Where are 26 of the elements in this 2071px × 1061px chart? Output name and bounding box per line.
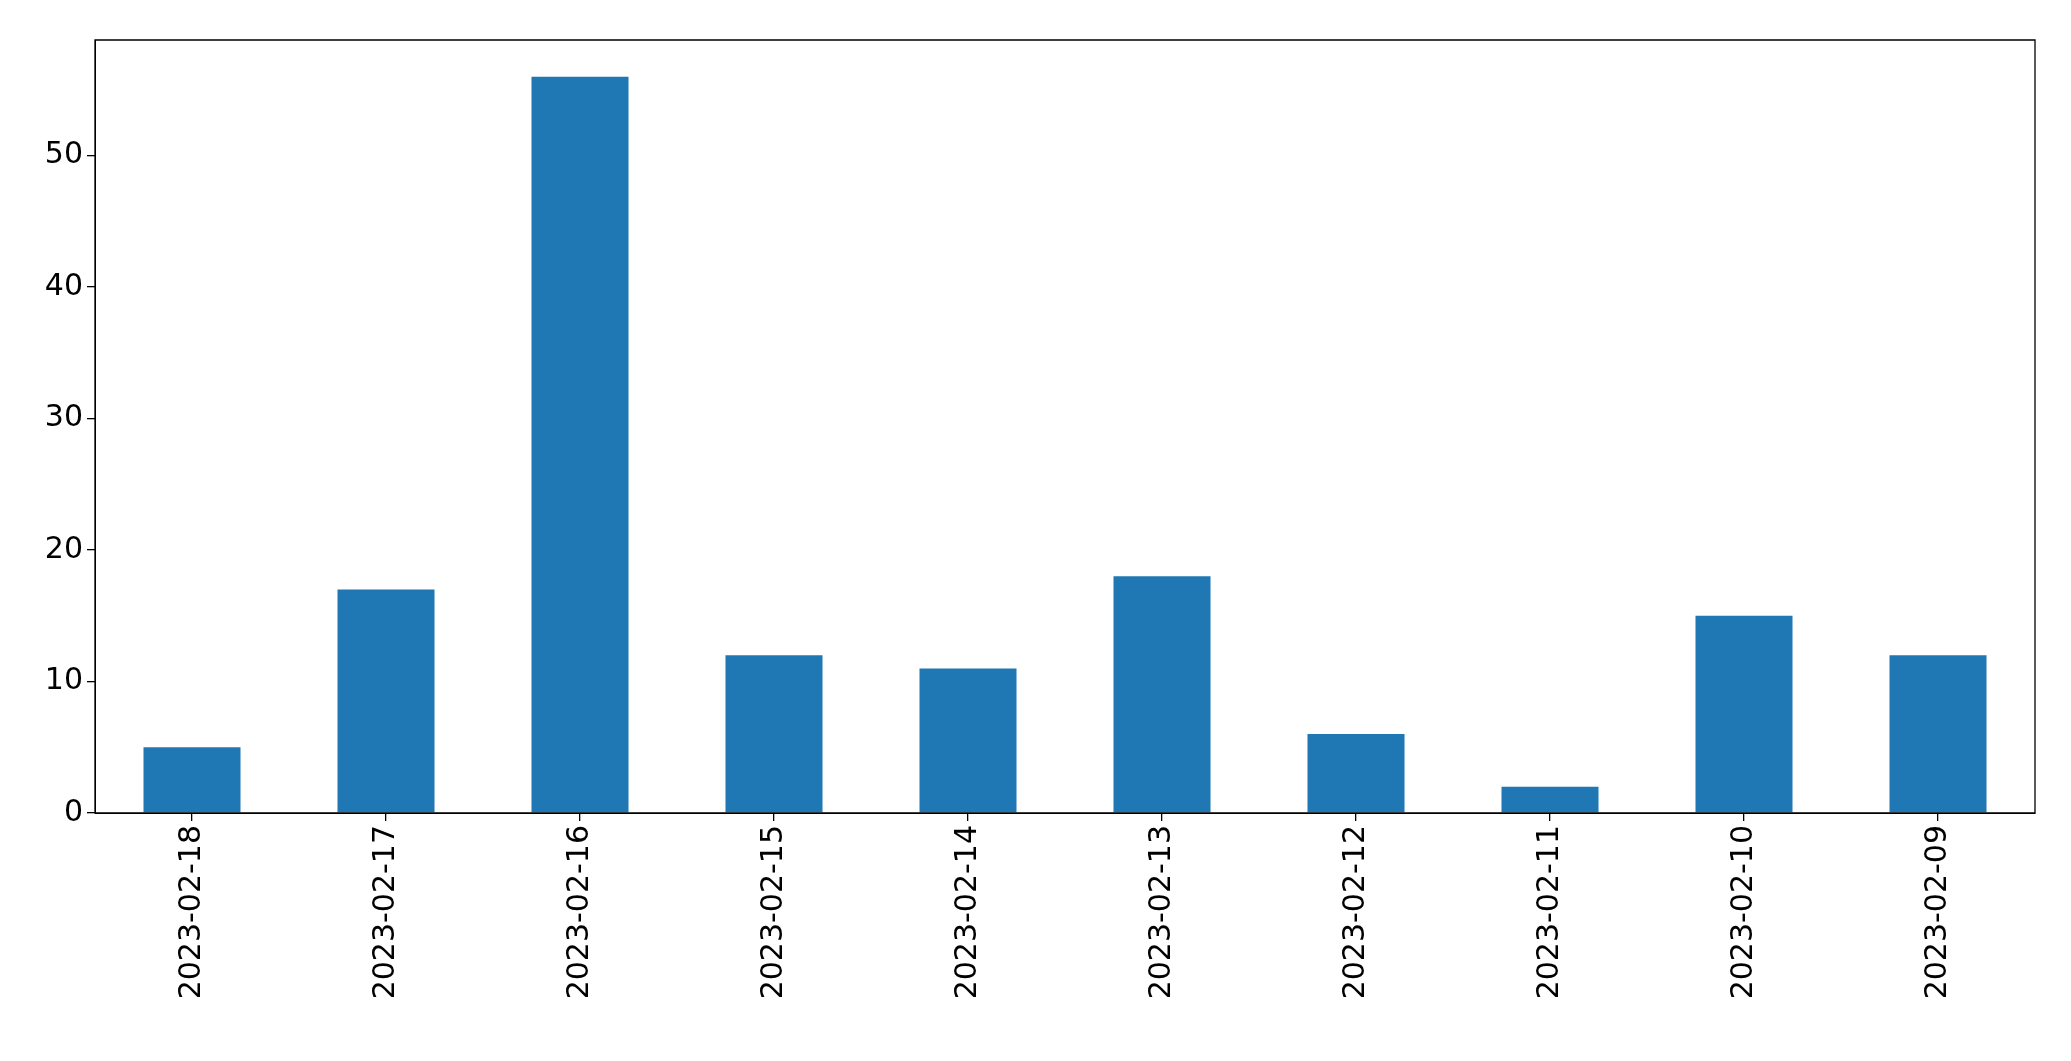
- x-tick-label: 2023-02-18: [171, 825, 207, 1000]
- x-tick-label: 2023-02-17: [365, 825, 401, 1000]
- x-tick-label: 2023-02-12: [1335, 825, 1371, 1000]
- y-tick-label: 10: [44, 661, 83, 697]
- y-tick-label: 40: [44, 266, 83, 302]
- bar: [1695, 615, 1793, 813]
- x-tick-label: 2023-02-09: [1917, 825, 1953, 1000]
- y-tick-label: 30: [44, 398, 83, 434]
- y-tick-label: 50: [44, 135, 83, 171]
- x-tick-label: 2023-02-13: [1141, 825, 1177, 1000]
- bar: [725, 655, 823, 813]
- bar: [1501, 786, 1599, 813]
- bar: [1889, 655, 1987, 813]
- bar: [1113, 576, 1211, 813]
- x-tick-label: 2023-02-10: [1723, 825, 1759, 1000]
- bar: [531, 76, 629, 813]
- bar: [143, 747, 241, 813]
- bar: [1307, 734, 1405, 813]
- x-tick-label: 2023-02-14: [947, 825, 983, 1000]
- bar: [919, 668, 1017, 813]
- y-tick-label: 0: [63, 792, 83, 828]
- x-tick-label: 2023-02-16: [559, 825, 595, 1000]
- y-tick-label: 20: [44, 529, 83, 565]
- bar: [337, 589, 435, 813]
- x-tick-label: 2023-02-15: [753, 825, 789, 1000]
- x-tick-label: 2023-02-11: [1529, 825, 1565, 1000]
